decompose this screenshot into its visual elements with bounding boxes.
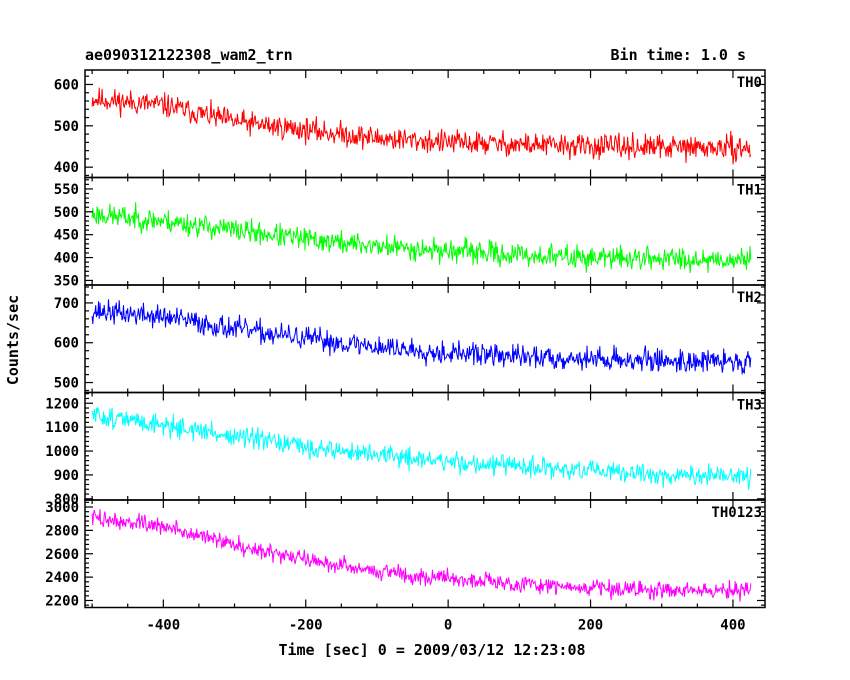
y-tick-label: 900	[54, 468, 79, 484]
y-tick-label: 600	[54, 336, 79, 352]
y-tick-label: 2800	[45, 523, 79, 539]
y-tick-label: 400	[54, 251, 79, 267]
x-axis: -400 -200 0 200 400	[146, 618, 745, 634]
y-tick-label: 500	[54, 119, 79, 135]
x-tick-label: -400	[146, 618, 180, 634]
x-tick-label: -200	[289, 618, 323, 634]
panel-th0123: 2200 2400 2600 2800 3000 TH0123	[45, 499, 766, 609]
x-tick-label: 400	[720, 618, 745, 634]
panel-frame	[84, 69, 766, 179]
y-tick-label: 2400	[45, 570, 79, 586]
panel-th0: 400 500 600 TH0	[54, 69, 766, 179]
series-line-th0123	[91, 509, 752, 602]
y-tick-label: 400	[54, 160, 79, 176]
y-tick-label: 600	[54, 77, 79, 93]
y-axis-label: Counts/sec	[4, 295, 22, 385]
y-tick-label: 1200	[45, 396, 79, 412]
y-tick-label: 2200	[45, 593, 79, 609]
y-tick-label: 800	[54, 492, 79, 508]
y-tick-label: 500	[54, 205, 79, 221]
panel-label-th2: TH2	[737, 290, 762, 306]
y-tick-label: 3000	[45, 500, 79, 516]
chart-title: ae090312122308_wam2_trn	[85, 46, 293, 64]
series-line-th3	[91, 407, 752, 490]
panel-label-th0123: TH0123	[711, 505, 762, 521]
panel-th2: 500 600 700 TH2	[54, 284, 766, 394]
panel-th3: 800 900 1000 1100 1200 TH3	[45, 391, 766, 508]
y-tick-label: 1100	[45, 420, 79, 436]
panel-label-th3: TH3	[737, 398, 762, 414]
y-tick-label: 450	[54, 228, 79, 244]
y-tick-label: 350	[54, 273, 79, 289]
y-tick-label: 550	[54, 182, 79, 198]
panels-group: 400 500 600 TH0 350 400 450 500 550 TH1 500 600 700 T…	[45, 69, 766, 609]
series-line-th0	[91, 87, 752, 165]
y-tick-label: 500	[54, 376, 79, 392]
panel-th1: 350 400 450 500 550 TH1	[54, 176, 766, 289]
x-axis-label: Time [sec] 0 = 2009/03/12 12:23:08	[278, 641, 585, 659]
x-tick-label: 200	[578, 618, 603, 634]
y-tick-label: 2600	[45, 547, 79, 563]
bin-time-label: Bin time: 1.0 s	[611, 46, 746, 64]
panel-label-th0: TH0	[737, 75, 762, 91]
x-tick-label: 0	[444, 618, 452, 634]
series-line-th1	[91, 202, 752, 273]
y-tick-label: 1000	[45, 444, 79, 460]
y-tick-label: 700	[54, 296, 79, 312]
panel-frame	[84, 284, 766, 394]
panel-label-th1: TH1	[737, 183, 762, 199]
series-line-th2	[91, 299, 752, 375]
